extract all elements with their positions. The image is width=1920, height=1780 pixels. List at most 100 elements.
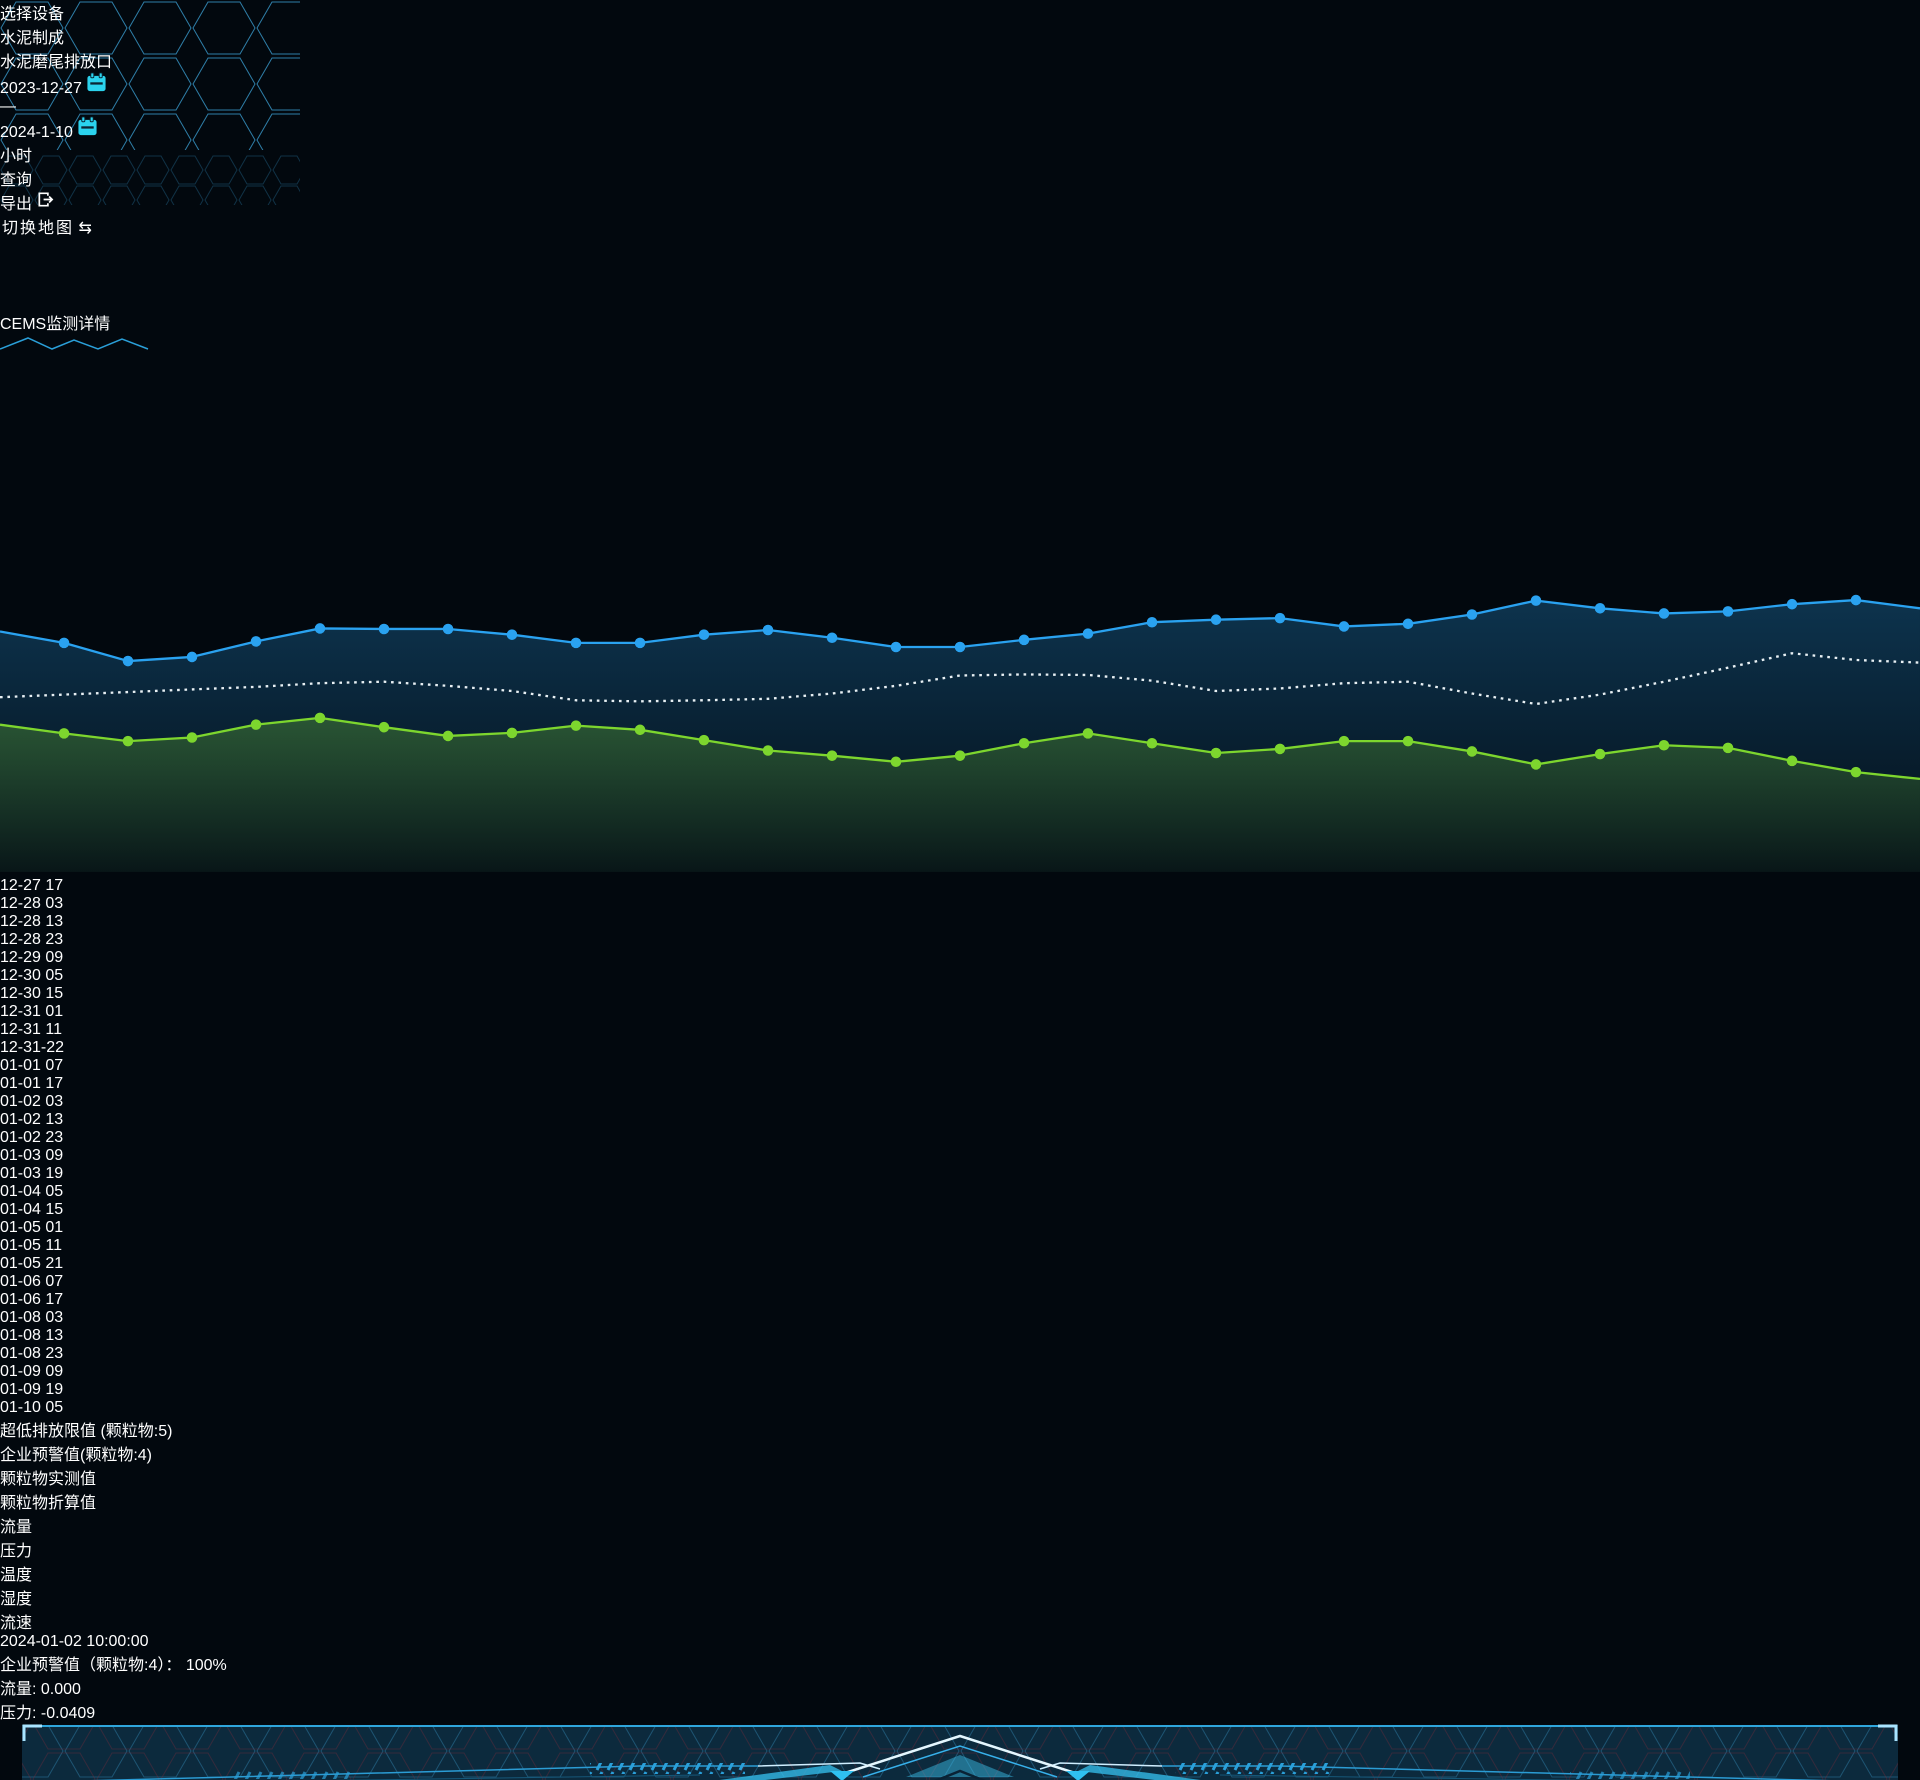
data-point[interactable] [1274,743,1286,755]
data-point[interactable] [1594,603,1606,614]
data-point[interactable] [506,727,518,739]
data-point[interactable] [1722,606,1734,617]
cems-trend-chart[interactable] [0,355,1920,872]
data-point[interactable] [1082,628,1094,639]
data-point[interactable] [1338,621,1350,632]
data-point[interactable] [954,750,966,761]
data-point[interactable] [442,730,454,742]
data-point[interactable] [1594,748,1606,760]
data-point[interactable] [314,623,326,634]
query-button-label: 查询 [0,172,33,189]
x-axis-label: 01-06 07 [0,1272,64,1290]
legend-item[interactable]: 流量 [0,1513,1920,1537]
calendar-icon[interactable] [77,116,98,141]
legend-item[interactable]: 流速 [0,1609,1920,1633]
panel-title: CEMS监测详情 [0,316,111,333]
data-point[interactable] [1082,728,1094,739]
export-button-label: 导出 [0,196,33,213]
x-axis-label: 01-10 05 [0,1398,64,1416]
data-point[interactable] [1466,609,1478,620]
bottom-frame-decoration [22,1724,1898,1780]
legend-item[interactable]: 压力 [0,1537,1920,1561]
end-date-input[interactable]: 2024-1-10 [0,116,167,142]
data-point[interactable] [122,655,134,667]
legend-item[interactable]: 湿度 [0,1585,1920,1609]
data-point[interactable] [1530,759,1542,770]
data-point[interactable] [1658,739,1670,751]
data-point[interactable] [570,720,582,731]
x-axis-label: 01-05 01 [0,1218,64,1236]
data-point[interactable] [634,637,646,649]
data-point[interactable] [186,651,198,663]
data-point[interactable] [1786,598,1798,610]
data-point[interactable] [1402,735,1414,747]
data-point[interactable] [314,712,326,724]
legend-item[interactable]: 温度 [0,1561,1920,1585]
switch-map-button[interactable]: 切换地图 ⇆ [0,214,122,252]
tooltip-value: -0.0409 [40,1704,96,1722]
data-point[interactable] [1146,737,1158,749]
x-axis-label: 01-01 07 [0,1056,64,1074]
data-point[interactable] [1786,755,1798,767]
export-button[interactable]: 导出 [0,190,123,214]
legend-label: 流速 [0,1614,33,1632]
data-point[interactable] [1850,594,1862,606]
legend-label: 流量 [0,1518,33,1536]
data-point[interactable] [1402,618,1414,630]
toolbar: 选择设备 水泥制成 水泥磨尾排放口 2023-12-27 — 2024-1-10 [0,0,1920,237]
outlet-select[interactable]: 水泥磨尾排放口 [0,48,170,72]
data-point[interactable] [250,636,262,647]
data-point[interactable] [890,641,902,653]
data-point[interactable] [1722,742,1734,754]
data-point[interactable] [1338,735,1350,747]
data-point[interactable] [826,632,838,643]
data-point[interactable] [1018,634,1030,646]
legend-item[interactable]: 企业预警值(颗粒物:4) [0,1441,1920,1465]
data-point[interactable] [1658,608,1670,619]
x-axis-label: 01-02 23 [0,1128,64,1146]
data-point[interactable] [634,724,646,736]
data-point[interactable] [954,641,966,653]
series-area [0,717,1920,872]
data-point[interactable] [378,721,390,733]
data-point[interactable] [1466,746,1478,757]
data-point[interactable] [698,629,710,640]
data-point[interactable] [442,623,454,635]
x-axis-label: 01-09 19 [0,1380,64,1398]
legend-item[interactable]: 颗粒物折算值 [0,1489,1920,1513]
query-button[interactable]: 查询 [0,166,123,190]
legend-item[interactable]: 颗粒物实测值 [0,1465,1920,1489]
swap-arrows-icon: ⇆ [78,220,92,237]
data-point[interactable] [1210,614,1222,625]
data-point[interactable] [890,756,902,768]
data-point[interactable] [826,750,838,761]
data-point[interactable] [698,734,710,746]
data-point[interactable] [762,745,774,756]
outlet-select-value: 水泥磨尾排放口 [0,54,113,71]
x-axis-label: 12-29 09 [0,948,64,966]
device-type-select-value: 水泥制成 [0,30,65,47]
x-axis-label: 01-08 13 [0,1326,64,1344]
x-axis-label: 12-28 23 [0,930,64,948]
data-point[interactable] [58,728,70,739]
data-point[interactable] [186,732,198,743]
data-point[interactable] [1210,747,1222,759]
start-date-input[interactable]: 2023-12-27 [0,72,167,98]
data-point[interactable] [506,629,518,640]
data-point[interactable] [762,624,774,636]
data-point[interactable] [250,719,262,730]
data-point[interactable] [1530,595,1542,606]
data-point[interactable] [58,637,70,649]
legend-item[interactable]: 超低排放限值 (颗粒物:5) [0,1417,1920,1441]
device-type-select[interactable]: 水泥制成 [0,24,171,48]
data-point[interactable] [1018,737,1030,749]
data-point[interactable] [122,735,134,747]
data-point[interactable] [1274,612,1286,624]
calendar-icon[interactable] [86,72,107,97]
data-point[interactable] [378,623,390,635]
data-point[interactable] [1850,766,1862,778]
data-point[interactable] [1146,616,1158,628]
interval-select[interactable]: 小时 [0,142,173,166]
data-point[interactable] [570,637,582,649]
x-axis-label: 01-04 15 [0,1200,64,1218]
